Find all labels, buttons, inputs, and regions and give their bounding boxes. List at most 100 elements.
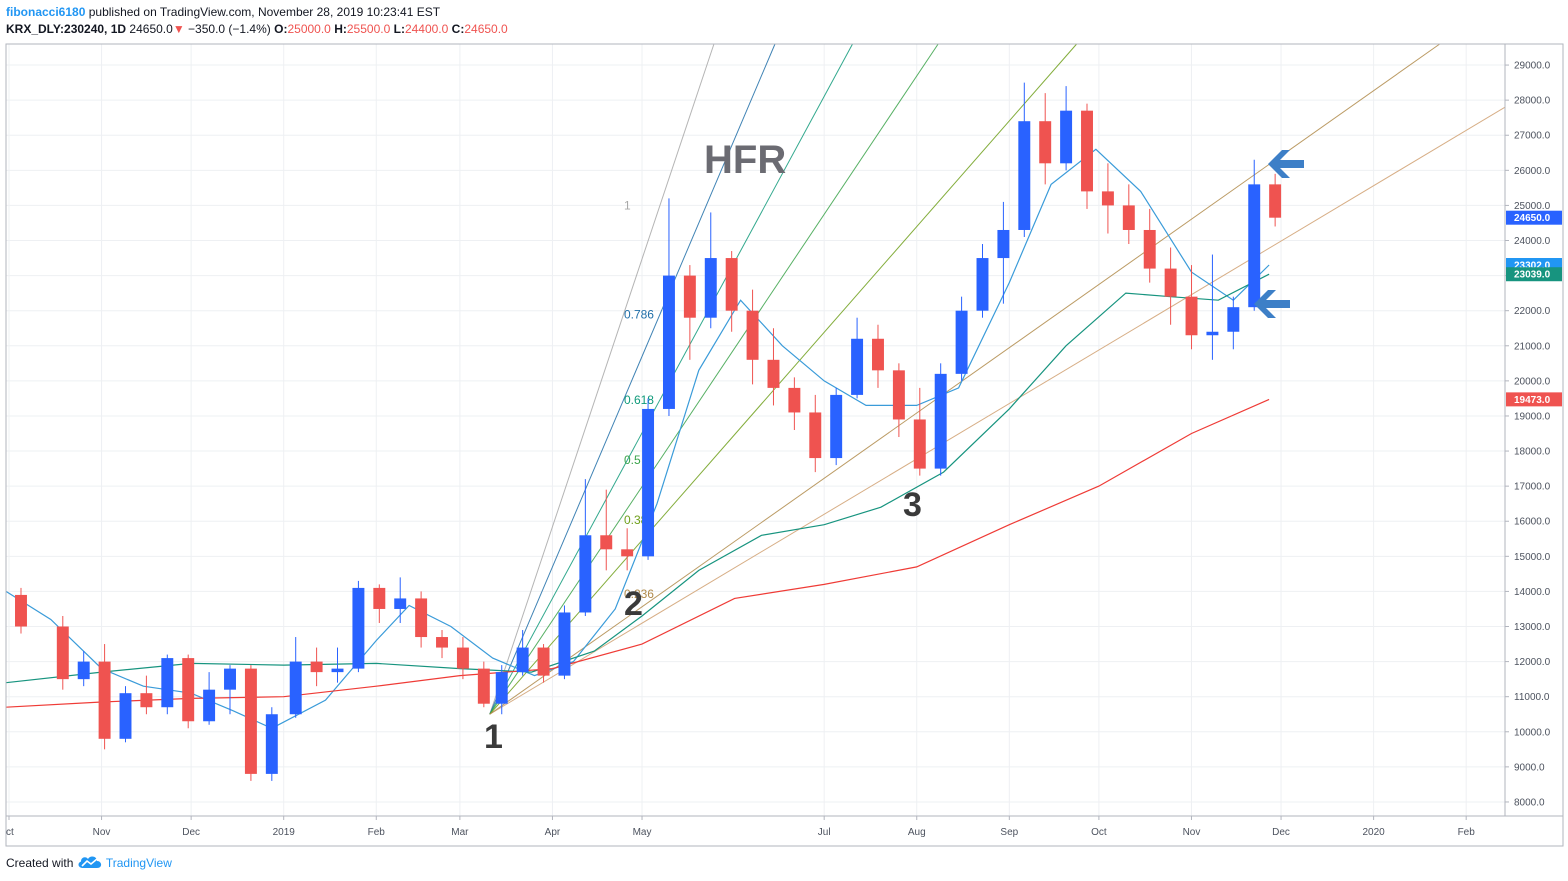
- candle-body: [725, 258, 738, 311]
- fan-level-label: 0.786: [624, 307, 654, 321]
- candle-body: [119, 693, 132, 739]
- candle-body: [809, 412, 822, 459]
- candle-body: [683, 275, 696, 318]
- candle-body: [746, 310, 759, 360]
- candle-body: [1248, 184, 1261, 308]
- fan-ray: [489, 43, 939, 715]
- candle-body: [436, 637, 448, 648]
- wave-label-3: 3: [903, 486, 922, 524]
- price-badge-label: 19473.0: [1514, 395, 1551, 406]
- fan-level-label: 1: [624, 198, 631, 212]
- candle-body: [516, 647, 529, 673]
- x-tick-label: Oct: [1091, 827, 1107, 838]
- y-tick-label: 24000.0: [1514, 236, 1551, 247]
- x-tick-label: Apr: [545, 827, 561, 838]
- x-tick-label: Jul: [818, 827, 831, 838]
- y-tick-label: 28000.0: [1514, 96, 1551, 107]
- y-tick-label: 17000.0: [1514, 482, 1551, 493]
- high-label: H:: [334, 22, 347, 36]
- candle-body: [1101, 191, 1114, 206]
- trendline: [489, 106, 1506, 715]
- candle-body: [955, 310, 968, 374]
- candle-body: [477, 668, 490, 704]
- candle-body: [352, 587, 365, 669]
- candle-body: [872, 338, 884, 371]
- price-change: −350.0 (−1.4%): [188, 22, 271, 36]
- x-tick-label: Dec: [1272, 827, 1290, 838]
- candle-body: [851, 338, 864, 395]
- candle-body: [244, 668, 257, 774]
- hfr-label: HFR: [704, 138, 786, 182]
- author-name[interactable]: fibonacci6180: [6, 5, 86, 19]
- x-tick-label: Nov: [93, 827, 111, 838]
- y-tick-label: 8000.0: [1514, 797, 1545, 808]
- y-tick-label: 19000.0: [1514, 411, 1551, 422]
- x-tick-label: Aug: [908, 827, 926, 838]
- candle-body: [579, 535, 592, 613]
- candle-body: [98, 661, 111, 739]
- candle-body: [15, 594, 27, 627]
- price-badge: [1506, 210, 1562, 225]
- candle-body: [373, 587, 386, 609]
- close-label: C:: [451, 22, 465, 36]
- y-tick-label: 27000.0: [1514, 131, 1551, 142]
- candle-body: [1143, 229, 1156, 269]
- y-tick-label: 22000.0: [1514, 306, 1551, 317]
- last-price: 24650.0: [129, 22, 173, 36]
- candle-body: [558, 612, 571, 676]
- low-value: 24400.0: [404, 22, 449, 36]
- moving-averages: [5, 148, 1270, 729]
- tradingview-brand[interactable]: TradingView: [105, 856, 172, 870]
- candle-body: [331, 668, 344, 673]
- candle-body: [1206, 331, 1219, 336]
- fan-level-label: 0.236: [624, 587, 654, 601]
- candle-body: [934, 373, 947, 469]
- moving-average-line: [5, 398, 1270, 708]
- y-tick-label: 14000.0: [1514, 587, 1551, 598]
- candle-body: [600, 535, 613, 550]
- candle-body: [456, 647, 469, 669]
- y-tick-label: 18000.0: [1514, 447, 1551, 458]
- y-tick-label: 12000.0: [1514, 657, 1551, 668]
- candle-body: [1164, 268, 1177, 297]
- candle-body: [767, 359, 780, 388]
- candle-body: [1018, 121, 1031, 230]
- x-tick-label: 2019: [273, 827, 296, 838]
- candle-body: [913, 419, 926, 469]
- candle-body: [1269, 184, 1282, 218]
- y-tick-label: 9000.0: [1514, 762, 1545, 773]
- fan-level-label: 0.618: [624, 393, 654, 407]
- created-with-text: Created with: [6, 856, 74, 870]
- axes: 8000.0 9000.0 10000.0 11000.0 12000.0 13000.0…: [5, 43, 1564, 847]
- candle-body: [662, 275, 675, 409]
- candle-body: [224, 668, 236, 690]
- y-tick-label: 29000.0: [1514, 61, 1551, 72]
- candle-body: [77, 661, 90, 680]
- candle-body: [788, 387, 801, 413]
- chart-header: fibonacci6180 published on TradingView.c…: [6, 4, 508, 38]
- tradingview-cloud-icon: [78, 856, 101, 868]
- y-tick-label: 26000.0: [1514, 166, 1551, 177]
- candle-body: [704, 258, 717, 318]
- price-badge-label: 23039.0: [1514, 270, 1551, 281]
- candle-body: [1060, 110, 1073, 164]
- footer: Created with TradingView: [6, 855, 172, 871]
- down-triangle-icon: ▼: [172, 22, 185, 36]
- moving-average-line: [5, 148, 1270, 729]
- symbol-label[interactable]: KRX_DLY:230240, 1D: [6, 22, 127, 36]
- price-badge-label: 24650.0: [1514, 213, 1551, 224]
- low-label: L:: [393, 22, 405, 36]
- x-tick-label: Feb: [1458, 827, 1476, 838]
- time-axis: [5, 815, 1564, 847]
- fan-ray: [489, 43, 715, 715]
- close-value: 24650.0: [464, 22, 508, 36]
- y-tick-label: 10000.0: [1514, 727, 1551, 738]
- high-value: 25500.0: [346, 22, 391, 36]
- candle-body: [976, 258, 989, 311]
- y-tick-label: 15000.0: [1514, 552, 1551, 563]
- candle-body: [537, 647, 550, 676]
- candle-body: [830, 394, 843, 459]
- published-info: published on TradingView.com, November 2…: [88, 5, 441, 19]
